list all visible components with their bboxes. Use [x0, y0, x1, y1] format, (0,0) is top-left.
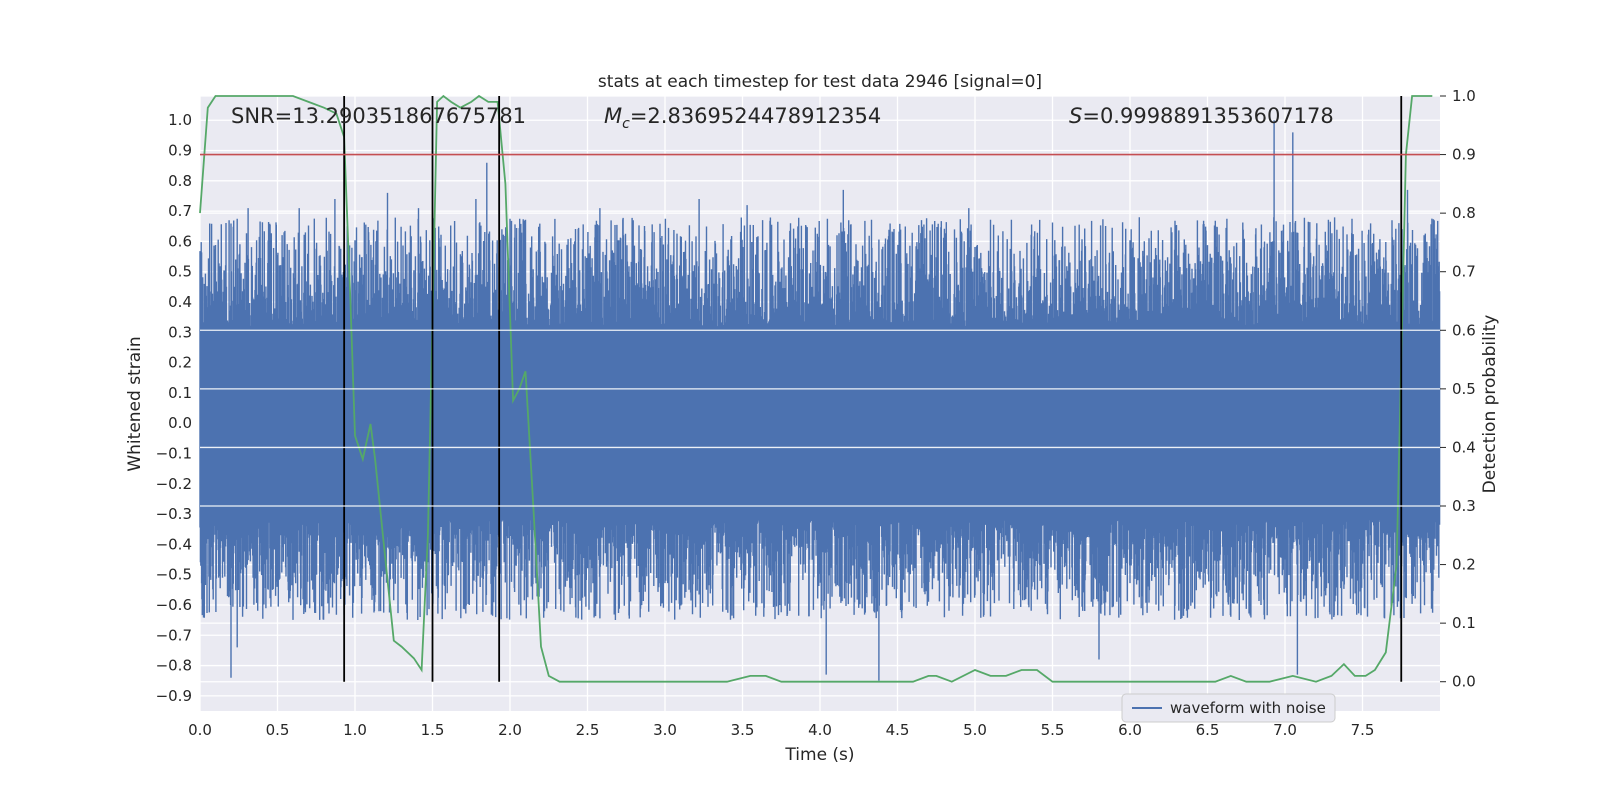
- s-value: =0.9998891353607178: [1082, 104, 1333, 128]
- probability-series: [199, 94, 1433, 683]
- y-tick-label: 0.6: [168, 232, 192, 250]
- y-tick-label: 0.0: [168, 414, 192, 432]
- x-tick-label: 6.0: [1118, 721, 1142, 739]
- y-tick-label: −0.1: [156, 444, 192, 462]
- right-y-tick-label: 0.8: [1452, 204, 1476, 222]
- x-tick-label: 1.0: [343, 721, 367, 739]
- x-tick-label: 0.5: [266, 721, 290, 739]
- chirp-mass-symbol: M: [604, 104, 622, 128]
- waveform-core-band: [200, 332, 1440, 515]
- y-tick-label: 0.2: [168, 354, 192, 372]
- x-tick-labels: 0.0 0.5 1.0 1.5 2.0 2.5 3.0 3.5 4.0 4.5 5.0 5.5 6.0 6…: [188, 721, 1374, 739]
- legend-box: [1121, 693, 1336, 723]
- right-y-tick-label: 1.0: [1452, 87, 1476, 105]
- chirp-mass-value: =2.8369524478912354: [630, 104, 881, 128]
- y-tick-label: −0.9: [156, 687, 192, 705]
- chirp-mass-subscript: c: [622, 116, 630, 132]
- chirp-mass-annotation: Mc=2.8369524478912354: [604, 104, 881, 132]
- right-y-tick-labels: 1.0 0.9 0.8 0.7 0.6 0.5 0.4 0.3 0.2 0.1 0.0: [1440, 87, 1476, 691]
- detection-probability-line: [199, 94, 1433, 683]
- chart-title: stats at each timestep for test data 294…: [598, 72, 1042, 92]
- x-tick-label: 0.0: [188, 721, 212, 739]
- y-tick-label: 0.3: [168, 323, 192, 341]
- legend: waveform with noise: [1121, 693, 1336, 723]
- x-tick-label: 5.0: [963, 721, 987, 739]
- right-y-tick-label: 0.2: [1452, 556, 1476, 574]
- y-tick-label: −0.7: [156, 626, 192, 644]
- x-tick-label: 7.5: [1351, 721, 1375, 739]
- y-tick-label: 0.4: [168, 293, 192, 311]
- right-y-tick-label: 0.4: [1452, 438, 1476, 456]
- y-tick-label: −0.5: [156, 566, 192, 584]
- y-tick-label: 0.9: [168, 142, 192, 160]
- legend-label: waveform with noise: [1170, 699, 1326, 717]
- right-y-tick-label: 0.1: [1452, 614, 1476, 632]
- x-axis-label: Time (s): [784, 745, 854, 765]
- right-y-tick-label: 0.9: [1452, 146, 1476, 164]
- x-tick-label: 1.5: [421, 721, 445, 739]
- x-tick-label: 4.5: [886, 721, 910, 739]
- right-y-axis-label: Detection probability: [1480, 315, 1500, 494]
- x-tick-label: 2.0: [498, 721, 522, 739]
- x-tick-label: 4.0: [808, 721, 832, 739]
- snr-annotation: SNR=13.290351867675781: [231, 104, 526, 128]
- y-tick-label: −0.6: [156, 596, 192, 614]
- y-tick-label: 0.7: [168, 202, 192, 220]
- x-tick-label: 6.5: [1196, 721, 1220, 739]
- y-tick-label: −0.4: [156, 535, 192, 553]
- right-y-tick-label: 0.6: [1452, 321, 1476, 339]
- threshold-line-layer: [200, 153, 1440, 507]
- s-symbol: S: [1069, 104, 1082, 128]
- x-tick-label: 2.5: [576, 721, 600, 739]
- x-tick-label: 5.5: [1041, 721, 1065, 739]
- x-tick-label: 3.0: [653, 721, 677, 739]
- right-y-tick-label: 0.7: [1452, 263, 1476, 281]
- waveform-series: [199, 120, 1441, 681]
- y-axis-label: Whitened strain: [125, 336, 145, 471]
- y-tick-label: 1.0: [168, 111, 192, 129]
- right-y-tick-label: 0.0: [1452, 673, 1476, 691]
- y-tick-label: 0.5: [168, 263, 192, 281]
- y-tick-label: −0.8: [156, 657, 192, 675]
- y-tick-label: 0.1: [168, 384, 192, 402]
- y-tick-labels: 1.0 0.9 0.8 0.7 0.6 0.5 0.4 0.3 0.2 0.1 0.0 −0.1 −0.…: [156, 111, 192, 705]
- right-y-tick-label: 0.3: [1452, 497, 1476, 515]
- y-tick-label: 0.8: [168, 172, 192, 190]
- x-tick-label: 7.0: [1273, 721, 1297, 739]
- s-annotation: S=0.9998891353607178: [1069, 104, 1334, 128]
- y-tick-label: −0.2: [156, 475, 192, 493]
- y-tick-label: −0.3: [156, 505, 192, 523]
- right-y-tick-label: 0.5: [1452, 380, 1476, 398]
- x-tick-label: 3.5: [731, 721, 755, 739]
